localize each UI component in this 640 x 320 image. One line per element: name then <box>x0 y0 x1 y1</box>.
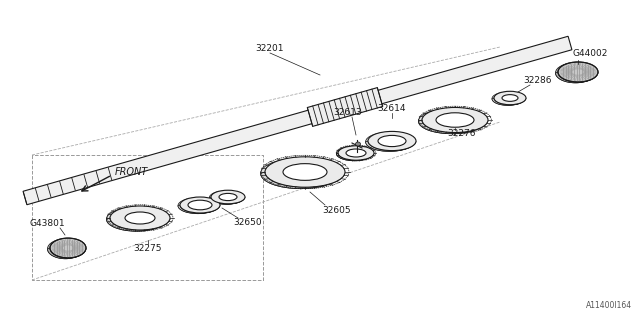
Polygon shape <box>178 205 220 214</box>
Ellipse shape <box>265 157 345 187</box>
Text: 32613: 32613 <box>333 108 362 116</box>
Ellipse shape <box>106 207 166 231</box>
Text: A11400I164: A11400I164 <box>586 301 632 310</box>
Polygon shape <box>492 98 526 105</box>
Ellipse shape <box>558 62 598 82</box>
Ellipse shape <box>283 164 327 180</box>
Polygon shape <box>47 248 86 259</box>
Text: 32201: 32201 <box>256 44 284 52</box>
Ellipse shape <box>50 238 86 258</box>
Ellipse shape <box>211 190 245 204</box>
Ellipse shape <box>110 206 170 230</box>
Polygon shape <box>260 172 345 188</box>
Polygon shape <box>209 197 245 204</box>
Ellipse shape <box>436 113 474 127</box>
Polygon shape <box>365 141 416 151</box>
Text: 32275: 32275 <box>134 244 163 252</box>
Ellipse shape <box>209 191 243 204</box>
Text: 32650: 32650 <box>234 218 262 227</box>
Ellipse shape <box>260 158 340 188</box>
Ellipse shape <box>502 95 518 101</box>
Ellipse shape <box>218 194 236 201</box>
Text: G43801: G43801 <box>29 219 65 228</box>
Ellipse shape <box>556 63 595 83</box>
Ellipse shape <box>433 114 470 128</box>
Polygon shape <box>307 88 383 126</box>
Ellipse shape <box>355 142 360 146</box>
Ellipse shape <box>344 149 364 157</box>
Ellipse shape <box>376 136 404 148</box>
Ellipse shape <box>178 198 218 214</box>
Ellipse shape <box>338 146 374 160</box>
Ellipse shape <box>186 201 210 211</box>
Ellipse shape <box>500 95 516 102</box>
Ellipse shape <box>180 197 220 213</box>
Ellipse shape <box>492 92 524 105</box>
Polygon shape <box>106 218 170 231</box>
Ellipse shape <box>368 132 416 151</box>
Text: 32286: 32286 <box>524 76 552 84</box>
Text: G44002: G44002 <box>572 49 608 58</box>
Ellipse shape <box>378 135 406 147</box>
Ellipse shape <box>346 149 366 157</box>
Ellipse shape <box>422 108 488 132</box>
Ellipse shape <box>337 146 372 161</box>
Ellipse shape <box>365 132 413 151</box>
Polygon shape <box>556 72 598 83</box>
Ellipse shape <box>494 91 526 105</box>
Text: 32605: 32605 <box>323 205 351 214</box>
Ellipse shape <box>188 200 212 210</box>
Text: 32614: 32614 <box>378 103 406 113</box>
Ellipse shape <box>278 165 323 182</box>
Text: FRONT: FRONT <box>115 167 148 177</box>
Text: 32276: 32276 <box>448 129 476 138</box>
Polygon shape <box>23 36 572 205</box>
Ellipse shape <box>219 193 237 201</box>
Ellipse shape <box>419 108 484 134</box>
Polygon shape <box>419 120 488 134</box>
Ellipse shape <box>125 212 155 224</box>
Ellipse shape <box>47 239 83 259</box>
Ellipse shape <box>122 213 152 225</box>
Polygon shape <box>337 153 374 161</box>
